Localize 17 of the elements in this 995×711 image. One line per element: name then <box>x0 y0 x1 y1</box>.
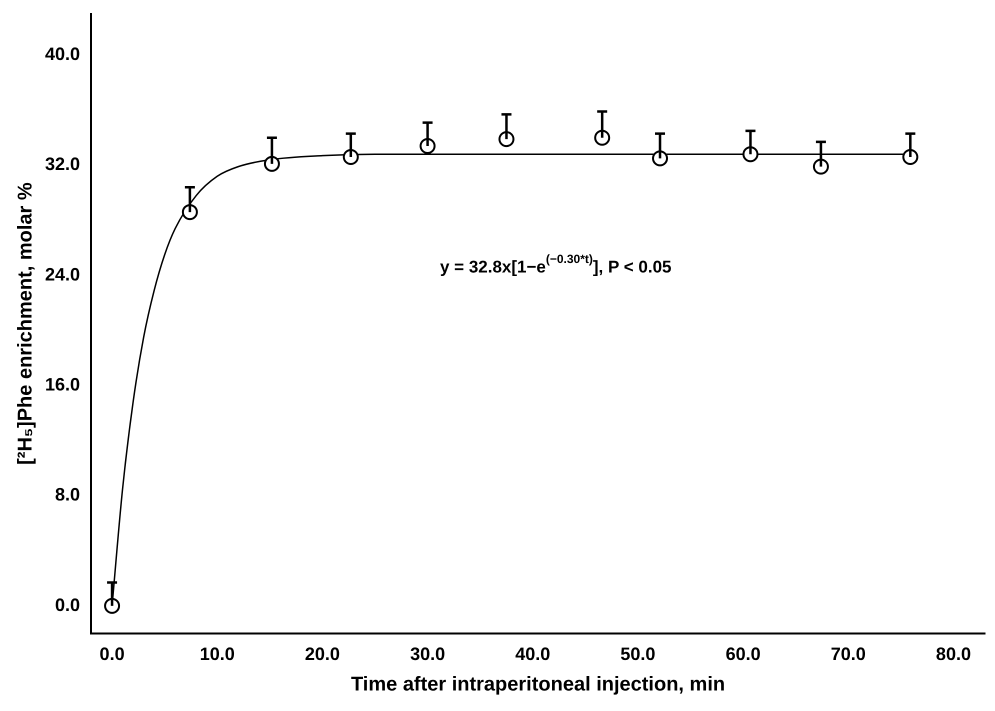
y-axis-title: [²H₅]Phe enrichment, molar % <box>14 182 37 465</box>
x-tick-label: 20.0 <box>304 644 340 664</box>
x-tick-label: 10.0 <box>200 644 235 664</box>
x-tick-label: 70.0 <box>830 644 866 664</box>
x-tick-label: 30.0 <box>410 644 446 664</box>
x-tick-label: 0.0 <box>100 644 125 664</box>
x-tick-label: 50.0 <box>620 644 656 664</box>
y-tick-label: 8.0 <box>55 484 80 505</box>
y-tick-label: 32.0 <box>44 154 80 174</box>
y-tick-label: 0.0 <box>55 594 80 615</box>
x-tick-label: 80.0 <box>936 644 971 664</box>
y-tick-label: 24.0 <box>44 264 80 284</box>
x-tick-label: 40.0 <box>515 644 550 664</box>
y-tick-label: 16.0 <box>44 374 80 395</box>
y-tick-label: 40.0 <box>44 44 80 64</box>
x-axis-title: Time after intraperitoneal injection, min <box>350 674 726 696</box>
x-tick-label: 60.0 <box>726 644 761 664</box>
